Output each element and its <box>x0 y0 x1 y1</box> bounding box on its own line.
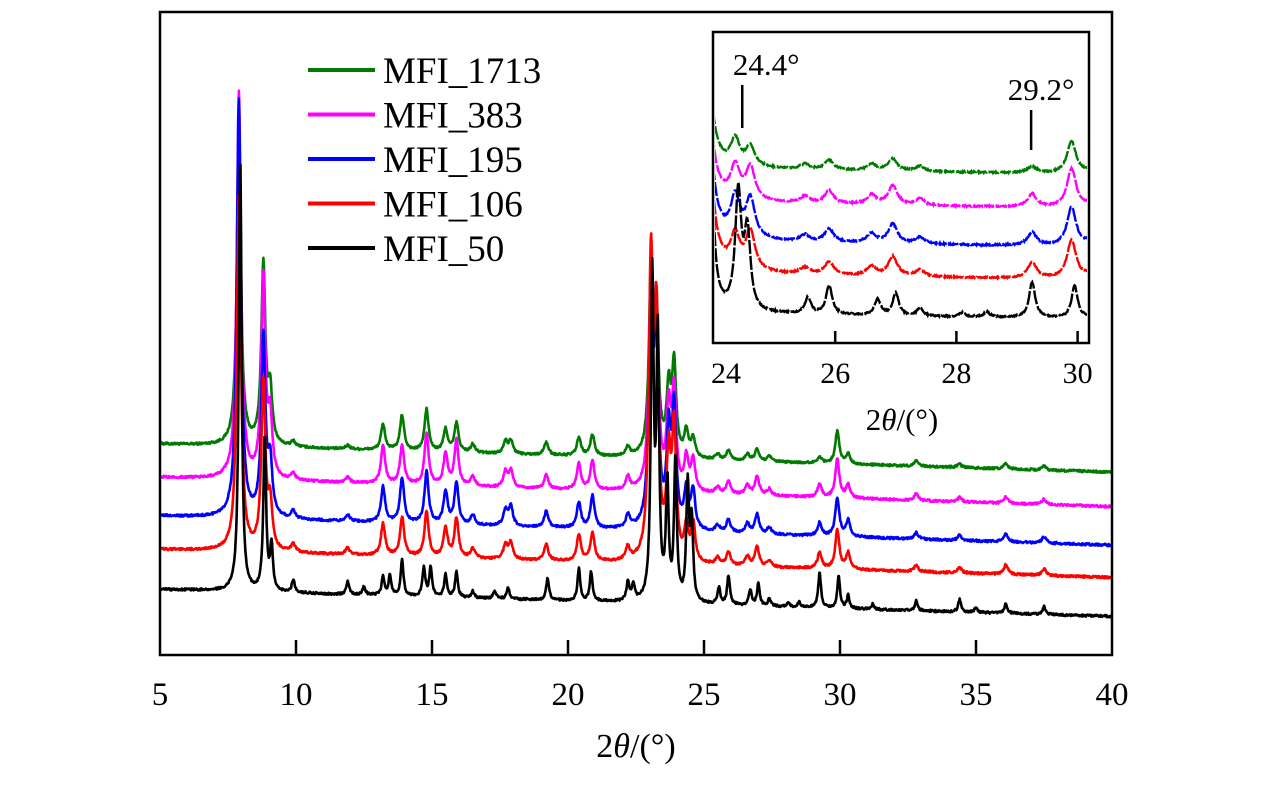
series-line-MFI_1713 <box>161 134 1111 475</box>
legend-label-MFI_383: MFI_383 <box>383 96 523 137</box>
inset-series-line-MFI_1713 <box>715 116 1087 176</box>
x-tick-label: 30 <box>824 677 857 713</box>
inset-annotations: 24.4° 29.2° <box>733 47 1075 150</box>
inset-series-line-MFI_383 <box>715 144 1087 210</box>
legend-label-MFI_195: MFI_195 <box>383 140 523 181</box>
legend-label-MFI_106: MFI_106 <box>383 185 523 226</box>
inset-plot-curves <box>715 116 1087 320</box>
annotation-label: 24.4° <box>733 47 800 82</box>
main-plot-curves <box>161 89 1111 619</box>
x-axis-label: 2θ/(°) <box>596 728 675 765</box>
series-line-MFI_106 <box>161 194 1111 580</box>
x-tick-label: 35 <box>960 677 993 713</box>
inset-x-axis: 24 26 28 30 <box>711 331 1093 390</box>
x-tick-label: 40 <box>1096 677 1129 713</box>
inset-frame-bg <box>713 32 1089 343</box>
legend-label-MFI_1713: MFI_1713 <box>383 51 541 92</box>
series-line-MFI_50 <box>161 163 1111 619</box>
inset-series-line-MFI_106 <box>715 197 1087 281</box>
inset-x-axis-label: 2θ/(°) <box>866 402 938 437</box>
main-plot-frame <box>158 10 1114 657</box>
inset-series-line-MFI_195 <box>715 171 1087 249</box>
inset-frame <box>711 30 1091 345</box>
x-tick-label: 25 <box>688 677 721 713</box>
x-tick-label: 15 <box>416 677 449 713</box>
x-tick-label: 20 <box>552 677 585 713</box>
inset-x-tick-label: 26 <box>820 357 850 390</box>
inset-x-tick-label: 30 <box>1063 357 1093 390</box>
series-line-MFI_383 <box>161 89 1111 509</box>
x-axis: 5 10 15 20 25 30 35 40 <box>152 640 1129 713</box>
x-tick-label: 5 <box>152 677 169 713</box>
annotation-label: 29.2° <box>1008 72 1075 107</box>
legend-label-MFI_50: MFI_50 <box>383 229 504 270</box>
series-line-MFI_195 <box>161 97 1111 548</box>
x-tick-label: 10 <box>280 677 313 713</box>
inset-x-tick-label: 24 <box>711 357 741 390</box>
inset-series-line-MFI_50 <box>715 181 1087 320</box>
inset-x-tick-label: 28 <box>941 357 971 390</box>
